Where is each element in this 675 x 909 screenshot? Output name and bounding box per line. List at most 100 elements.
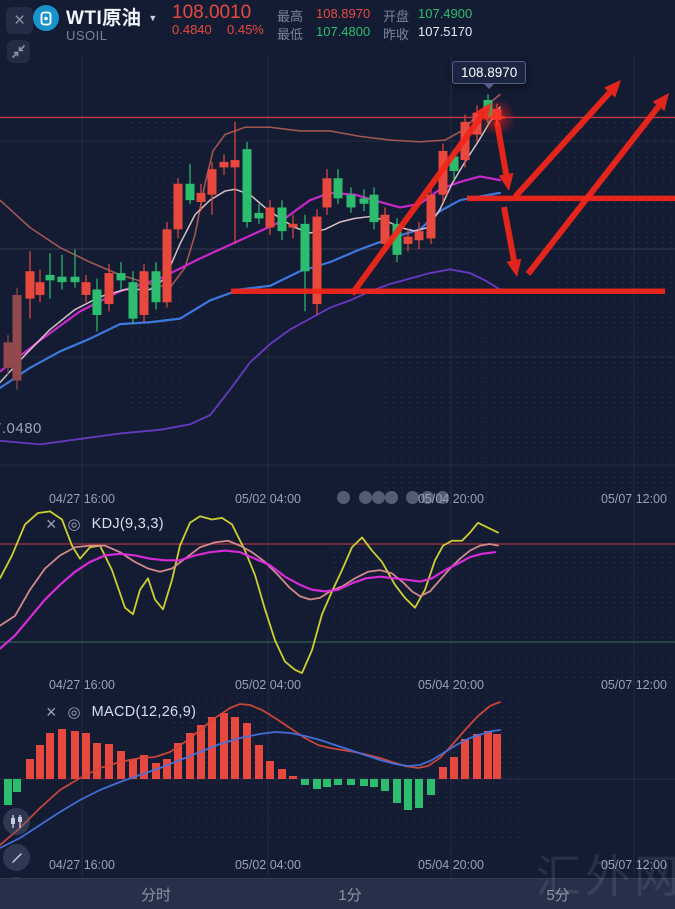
time-label: 05/04 20:00 — [417, 492, 485, 506]
stat-value: 107.5170 — [418, 24, 473, 39]
macd-bar — [163, 759, 171, 779]
stat-label: 最高 — [277, 9, 304, 24]
instrument-icon — [33, 5, 59, 31]
macd-bar — [289, 776, 297, 779]
symbol-code: USOIL — [66, 28, 108, 43]
price-change-percent: 0.45% — [227, 22, 264, 37]
macd-settings-icon[interactable]: ◎ — [67, 703, 81, 721]
macd-bar — [4, 779, 12, 805]
macd-bar — [26, 759, 34, 779]
macd-bar — [231, 717, 239, 779]
time-label: 04/27 16:00 — [48, 678, 116, 692]
loading-dot — [436, 491, 449, 504]
kdj-panel-header: × ◎ KDJ(9,3,3) — [46, 515, 164, 533]
macd-bar — [46, 733, 54, 779]
time-label: 05/02 04:00 — [234, 678, 302, 692]
macd-bar — [278, 769, 286, 779]
macd-bar — [370, 779, 378, 787]
macd-bar — [439, 767, 447, 779]
macd-bar — [71, 731, 79, 779]
macd-bar — [415, 779, 423, 808]
loading-dot — [337, 491, 350, 504]
collapse-icon — [11, 44, 26, 59]
collapse-button[interactable] — [7, 40, 30, 63]
macd-bar — [334, 779, 342, 785]
macd-bar — [461, 739, 469, 779]
price-change: 0.4840 — [172, 22, 212, 37]
macd-bar — [58, 729, 66, 779]
macd-bar — [404, 779, 412, 810]
pencil-icon — [11, 852, 22, 863]
candles-layer — [3, 94, 502, 390]
time-label: 05/04 20:00 — [417, 678, 485, 692]
chevron-down-icon: ▼ — [148, 13, 158, 23]
kdj-close-icon[interactable]: × — [46, 514, 57, 534]
stat-value: 107.4800 — [316, 24, 371, 39]
stat-label: 最低 — [277, 27, 304, 42]
stat-value: 108.8970 — [316, 6, 371, 21]
time-label: 05/07 12:00 — [600, 492, 668, 506]
close-icon: × — [13, 9, 26, 31]
symbol-name: WTI原油 — [66, 8, 142, 29]
macd-bar — [484, 731, 492, 779]
time-label: 05/07 12:00 — [600, 858, 668, 872]
macd-bar — [450, 757, 458, 779]
time-label: 05/02 04:00 — [234, 492, 302, 506]
macd-close-icon[interactable]: × — [46, 702, 57, 722]
macd-bar — [152, 763, 160, 779]
loading-dot — [359, 491, 372, 504]
time-label: 04/27 16:00 — [48, 492, 116, 506]
tab-1分[interactable]: 1分 — [338, 887, 362, 904]
macd-bar — [301, 779, 309, 785]
time-label: 05/07 12:00 — [600, 678, 668, 692]
kdj-settings-icon[interactable]: ◎ — [67, 515, 81, 533]
macd-bar — [360, 779, 368, 786]
macd-bar — [493, 734, 501, 779]
macd-bar — [243, 723, 251, 779]
time-label: 05/02 04:00 — [234, 858, 302, 872]
last-price: 108.0010 — [172, 2, 252, 23]
macd-bar — [117, 751, 125, 779]
time-label: 04/27 16:00 — [48, 858, 116, 872]
time-label: 05/04 20:00 — [417, 858, 485, 872]
candlestick-icon — [11, 815, 22, 828]
macd-bar — [347, 779, 355, 785]
macd-bar — [323, 779, 331, 787]
macd-bar — [313, 779, 321, 789]
macd-panel-header: × ◎ MACD(12,26,9) — [46, 703, 196, 721]
chart-type-button[interactable] — [3, 808, 30, 835]
high-price-tooltip: 108.8970 — [452, 61, 527, 89]
macd-bar — [105, 744, 113, 779]
loading-dot — [406, 491, 419, 504]
timeframe-tabbar: 分时 1分 5分 — [0, 878, 675, 909]
loading-dot — [421, 491, 434, 504]
kdj-title: KDJ(9,3,3) — [91, 516, 164, 532]
macd-bar — [129, 759, 137, 779]
tab-5分[interactable]: 5分 — [546, 887, 570, 904]
macd-bar — [82, 733, 90, 779]
macd-bar — [393, 779, 401, 803]
macd-title: MACD(12,26,9) — [91, 704, 197, 720]
macd-bar — [266, 761, 274, 779]
macd-bar — [381, 779, 389, 791]
symbol-selector[interactable]: WTI原油 ▼ — [66, 3, 158, 30]
crosshair-price-label: 7.0480 — [0, 420, 42, 437]
macd-bar — [36, 745, 44, 779]
macd-bar — [427, 779, 435, 795]
draw-tool-button[interactable] — [3, 844, 30, 871]
stat-value: 107.4900 — [418, 6, 473, 21]
loading-dot — [385, 491, 398, 504]
macd-bar — [140, 755, 148, 779]
macd-bar — [255, 745, 263, 779]
macd-bar — [220, 713, 228, 779]
tab-分时[interactable]: 分时 — [140, 887, 172, 904]
loading-dot — [372, 491, 385, 504]
macd-bar — [473, 734, 481, 779]
close-button[interactable]: × — [6, 7, 33, 34]
stat-label: 昨收 — [383, 27, 410, 42]
macd-bar — [93, 743, 101, 779]
stat-label: 开盘 — [383, 9, 410, 24]
macd-bar — [13, 779, 21, 792]
